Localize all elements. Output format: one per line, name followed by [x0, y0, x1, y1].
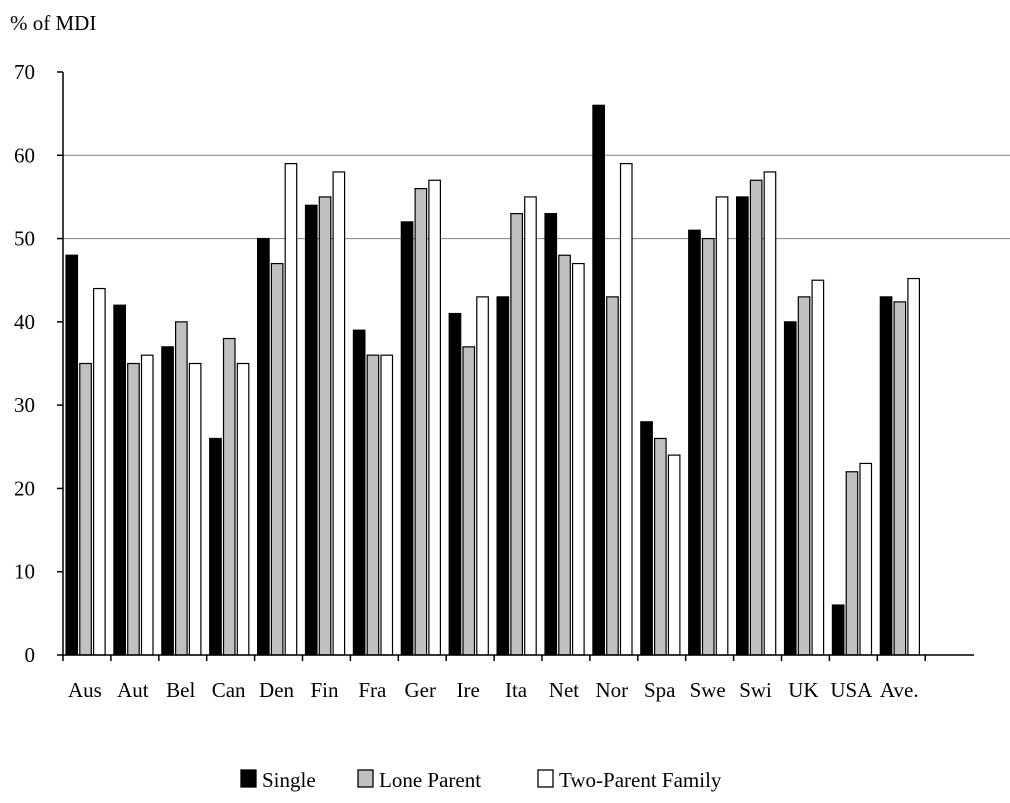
bar-single-spa — [640, 421, 653, 656]
bar-two-parent-family-aut — [140, 354, 154, 656]
bar-two-parent-family-ave — [907, 277, 921, 656]
bar-lone-parent-usa — [845, 471, 859, 656]
category-label-spa: Spa — [644, 678, 676, 702]
legend-swatch-lone-parent — [357, 769, 374, 788]
y-ticks-group: 0 10 20 30 40 50 60 70 — [14, 60, 63, 667]
bar-single-fin — [304, 204, 318, 656]
legend-label-single: Single — [262, 768, 316, 792]
category-label-den: Den — [259, 678, 294, 702]
y-tick-label-20: 20 — [14, 476, 35, 500]
bar-single-swe — [688, 229, 701, 656]
bar-two-parent-family-swe — [715, 196, 729, 656]
bar-single-ire — [448, 312, 462, 656]
bar-single-ave — [879, 296, 893, 656]
bar-two-parent-family-ger — [428, 179, 441, 656]
legend-swatch-single — [240, 769, 257, 788]
bar-single-uk — [783, 321, 797, 656]
y-tick-label-70: 70 — [14, 60, 35, 84]
bar-single-can — [209, 437, 222, 656]
bar-two-parent-family-usa — [859, 462, 873, 656]
bar-lone-parent-spa — [653, 437, 667, 656]
bar-single-net — [544, 212, 558, 656]
bar-single-bel — [161, 346, 174, 656]
bar-two-parent-family-ire — [476, 296, 489, 656]
bar-lone-parent-swi — [749, 179, 763, 656]
axes-group — [62, 72, 974, 656]
bar-single-fra — [352, 329, 366, 656]
legend-label-lone-parent: Lone Parent — [379, 768, 481, 792]
bar-single-aut — [113, 304, 127, 656]
bar-two-parent-family-nor — [619, 163, 633, 656]
bar-single-ita — [496, 296, 510, 656]
bar-lone-parent-uk — [797, 296, 811, 656]
bar-two-parent-family-swi — [763, 171, 777, 656]
y-tick-label-30: 30 — [14, 393, 35, 417]
bar-single-swi — [735, 196, 749, 656]
legend-swatch-two-parent-family — [537, 769, 554, 788]
category-label-can: Can — [212, 678, 246, 702]
bar-two-parent-family-spa — [667, 454, 681, 656]
bar-two-parent-family-net — [571, 262, 585, 656]
bar-two-parent-family-uk — [811, 279, 825, 656]
bar-lone-parent-ita — [510, 212, 523, 656]
bar-two-parent-family-bel — [188, 362, 202, 656]
category-label-swi: Swi — [739, 678, 772, 702]
bar-single-usa — [831, 604, 845, 656]
bar-single-den — [257, 237, 270, 656]
category-label-ire: Ire — [456, 678, 479, 702]
x-categories-group: Aus Aut Bel Can Den Fin Fra Ger Ire Ita Net Nor Spa S… — [62, 655, 926, 702]
bar-lone-parent-ire — [462, 346, 476, 656]
category-label-ita: Ita — [505, 678, 528, 702]
y-tick-label-0: 0 — [25, 643, 36, 667]
bar-single-nor — [592, 104, 606, 656]
category-label-ger: Ger — [405, 678, 436, 702]
category-label-fra: Fra — [358, 678, 387, 702]
bar-two-parent-family-aus — [92, 287, 106, 656]
bar-lone-parent-fra — [366, 354, 380, 656]
bar-lone-parent-can — [222, 337, 236, 656]
bar-lone-parent-nor — [606, 296, 619, 656]
legend: Single Lone Parent Two-Parent Family — [240, 768, 722, 792]
y-tick-label-40: 40 — [14, 310, 35, 334]
category-label-aut: Aut — [117, 678, 149, 702]
bar-lone-parent-net — [558, 254, 571, 656]
bar-single-aus — [65, 254, 79, 656]
bar-lone-parent-ger — [414, 188, 428, 656]
category-label-nor: Nor — [596, 678, 629, 702]
bar-lone-parent-den — [270, 262, 284, 656]
bar-two-parent-family-ita — [524, 196, 537, 656]
category-label-fin: Fin — [310, 678, 339, 702]
bar-lone-parent-aut — [127, 362, 140, 656]
y-tick-label-50: 50 — [14, 227, 35, 251]
bar-lone-parent-bel — [175, 321, 188, 656]
category-label-net: Net — [549, 678, 579, 702]
bars-group — [65, 104, 921, 656]
bar-two-parent-family-can — [236, 362, 250, 656]
legend-label-two-parent-family: Two-Parent Family — [559, 768, 722, 792]
bar-lone-parent-fin — [318, 196, 332, 656]
bar-lone-parent-aus — [79, 362, 92, 656]
category-label-uk: UK — [788, 678, 818, 702]
bar-lone-parent-swe — [701, 237, 715, 656]
category-label-usa: USA — [830, 678, 873, 702]
category-label-ave: Ave. — [880, 678, 919, 702]
bar-lone-parent-ave — [893, 301, 907, 656]
bar-two-parent-family-fra — [380, 354, 394, 656]
y-axis-label: % of MDI — [10, 11, 96, 35]
bar-two-parent-family-fin — [332, 171, 346, 656]
bar-two-parent-family-den — [284, 163, 298, 656]
category-label-aus: Aus — [68, 678, 102, 702]
y-tick-label-60: 60 — [14, 143, 35, 167]
bar-single-ger — [400, 221, 414, 656]
y-tick-label-10: 10 — [14, 560, 35, 584]
category-label-swe: Swe — [690, 678, 726, 702]
category-label-bel: Bel — [166, 678, 195, 702]
